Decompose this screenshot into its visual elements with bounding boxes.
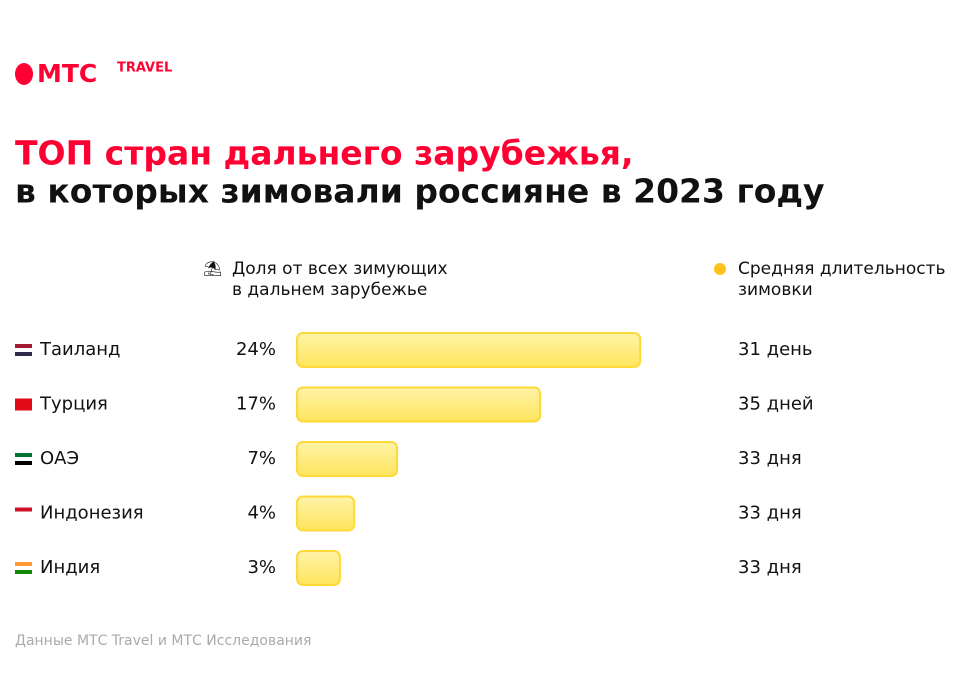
country-label: Индонезия (40, 503, 144, 524)
flag (15, 352, 32, 356)
column-header: Доля от всех зимующих (232, 259, 448, 279)
flag (15, 461, 32, 465)
flag (15, 457, 32, 461)
column-header: зимовки (738, 280, 813, 300)
flag (15, 406, 32, 411)
country-label: Индия (40, 557, 100, 578)
logo-egg (15, 63, 33, 85)
value-label: 3% (247, 557, 276, 578)
flag (15, 511, 32, 516)
country-label: ОАЭ (40, 448, 79, 469)
value-label: 7% (247, 448, 276, 469)
flag (15, 562, 32, 566)
flag (15, 515, 32, 520)
flag (15, 453, 32, 457)
value-label: 17% (236, 394, 276, 415)
duration-label: 31 день (738, 339, 813, 360)
column-header: в дальнем зарубежье (232, 280, 427, 300)
bar (296, 332, 642, 368)
title-line: ТОП стран дальнего зарубежья, (15, 134, 634, 173)
value-label: 24% (236, 339, 276, 360)
bar (296, 441, 399, 477)
flag (15, 507, 32, 512)
bar (296, 386, 542, 423)
duration-label: 33 дня (738, 557, 802, 578)
logo-brand: МТС (37, 59, 97, 88)
duration-label: 33 дня (738, 503, 802, 524)
title-line: в которых зимовали россияне в 2023 году (15, 172, 825, 211)
duration-label: 33 дня (738, 448, 802, 469)
header-icon: ⛱ (203, 260, 222, 278)
bar (296, 495, 356, 532)
flag (15, 402, 32, 407)
header-icon (714, 263, 726, 275)
flag (15, 348, 32, 352)
duration-label: 35 дней (738, 394, 814, 415)
column-header: Средняя длительность (738, 259, 946, 279)
country-label: Таиланд (39, 339, 120, 360)
bar (296, 550, 341, 586)
value-label: 4% (247, 503, 276, 524)
flag (15, 570, 32, 574)
flag (15, 344, 32, 348)
country-label: Турция (39, 394, 108, 415)
flag (15, 566, 32, 570)
flag (15, 398, 32, 403)
source: Данные МТС Travel и МТС Исследования (15, 633, 311, 649)
logo-sub: TRAVEL (117, 61, 172, 76)
